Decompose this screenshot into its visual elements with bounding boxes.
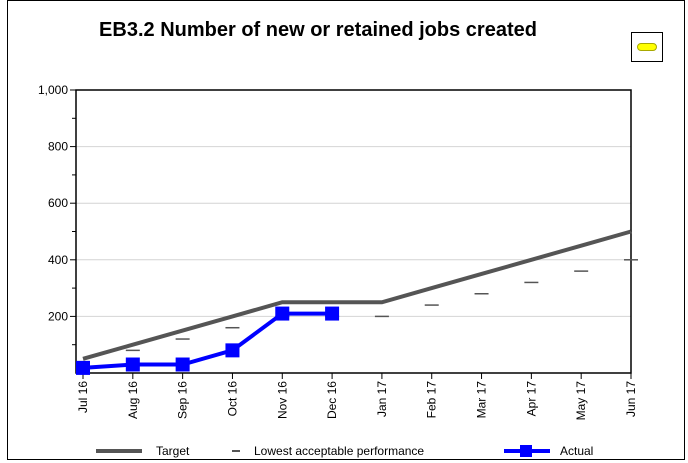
y-tick-label: 400: [48, 253, 68, 267]
yellow-status-pill-icon: [637, 43, 657, 51]
chart-plot: 200 400 600 800 1,000 Jul 16 Aug 16 Sep 16 Oct 1…: [38, 83, 638, 421]
x-tick-label: Jan 17: [375, 381, 389, 417]
actual-point: [225, 343, 240, 358]
actual-point: [175, 357, 190, 372]
actual-point: [76, 360, 90, 375]
x-tick-label: Oct 16: [225, 381, 239, 417]
x-tick-label: Jun 17: [624, 381, 638, 417]
x-tick-label: Jul 16: [76, 381, 90, 413]
x-tick-label: Apr 17: [524, 381, 538, 417]
legend-actual-swatch: [504, 445, 550, 457]
plot-border: [75, 89, 632, 374]
x-tick-label: Feb 17: [425, 381, 439, 419]
x-tick-label: Dec 16: [325, 381, 339, 419]
y-tick-label: 1,000: [38, 83, 68, 97]
x-tick-label: Nov 16: [275, 381, 289, 419]
series-line-actual: [82, 311, 333, 370]
series-line-target: [82, 229, 632, 361]
legend-target-swatch: [96, 449, 142, 453]
status-indicator: [631, 32, 663, 62]
legend-lowest-label: Lowest acceptable performance: [254, 444, 425, 458]
legend-item-lowest: Lowest acceptable performance: [232, 441, 424, 461]
legend-target-label: Target: [156, 444, 190, 458]
y-tick-label: 600: [48, 196, 68, 210]
chart-frame: 200 400 600 800 1,000 Jul 16 Aug 16 Sep 16 Oct 1…: [7, 0, 685, 460]
chart-title: EB3.2 Number of new or retained jobs cre…: [99, 19, 537, 41]
y-tick-label: 200: [48, 309, 68, 323]
legend-item-target: Target: [96, 441, 189, 461]
legend-item-actual: Actual: [504, 441, 593, 461]
x-tick-label: Mar 17: [475, 381, 489, 419]
actual-point: [125, 357, 140, 372]
x-tick-label: Sep 16: [176, 381, 190, 419]
legend-lowest-swatch: [232, 450, 240, 452]
legend: Target Lowest acceptable performance Act…: [96, 441, 656, 461]
actual-point: [325, 306, 340, 321]
legend-actual-label: Actual: [560, 444, 594, 458]
y-tick-label: 800: [48, 140, 68, 154]
x-tick-label: May 17: [574, 381, 588, 421]
x-tick-label: Aug 16: [126, 381, 140, 419]
actual-point: [275, 306, 290, 321]
